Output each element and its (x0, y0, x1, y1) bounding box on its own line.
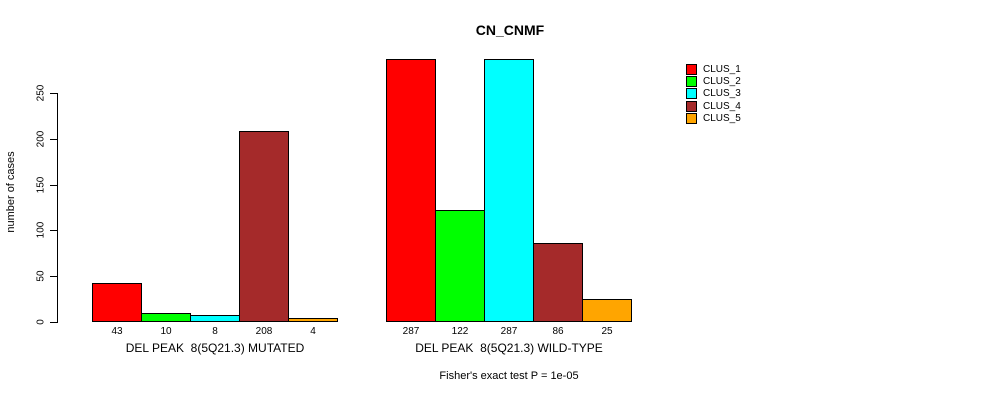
y-axis-tick-label: 0 (35, 319, 47, 325)
y-axis-tick-label: 250 (35, 84, 47, 102)
x-group-label-mutated: DEL PEAK 8(5Q21.3) MUTATED (125, 341, 305, 355)
bar-value-label: 208 (255, 326, 273, 337)
bar-value-label: 86 (552, 326, 564, 337)
x-group-label-wildtype: DEL PEAK 8(5Q21.3) WILD-TYPE (415, 341, 603, 355)
bar-value-label: 25 (601, 326, 613, 337)
legend-label: CLUS_3 (703, 88, 741, 99)
bar-clus_5-group1 (288, 318, 338, 322)
legend-swatch (686, 88, 697, 99)
bar-value-label: 287 (500, 326, 518, 337)
legend-swatch (686, 64, 697, 75)
legend-swatch (686, 101, 697, 112)
legend-label: CLUS_5 (703, 113, 741, 124)
bar-clus_4-group1 (239, 131, 289, 322)
bar-value-label: 8 (212, 326, 218, 337)
bar-clus_3-group2 (484, 59, 534, 322)
chart-title: CN_CNMF (475, 22, 545, 38)
legend-label: CLUS_4 (703, 101, 741, 112)
y-axis-tick (50, 93, 57, 94)
bar-value-label: 287 (402, 326, 420, 337)
bar-value-label: 43 (111, 326, 123, 337)
y-axis-tick-label: 100 (35, 221, 47, 239)
legend-swatch (686, 76, 697, 87)
fisher-test-annotation: Fisher's exact test P = 1e-05 (439, 370, 579, 382)
y-axis-tick (50, 230, 57, 231)
bar-clus_3-group1 (190, 315, 240, 322)
y-axis-tick (50, 322, 57, 323)
y-axis-tick-label: 50 (35, 270, 47, 282)
bar-clus_1-group1 (92, 283, 142, 322)
y-axis-tick-label: 150 (35, 176, 47, 194)
bar-value-label: 10 (160, 326, 172, 337)
legend-label: CLUS_2 (703, 76, 741, 87)
legend-label: CLUS_1 (703, 64, 741, 75)
legend-swatch (686, 113, 697, 124)
y-axis-tick (50, 185, 57, 186)
y-axis-label: number of cases (5, 151, 17, 233)
y-axis-tick-label: 200 (35, 130, 47, 148)
y-axis-tick (50, 276, 57, 277)
bar-clus_5-group2 (582, 299, 632, 322)
y-axis-tick (50, 139, 57, 140)
bar-value-label: 4 (310, 326, 316, 337)
bar-clus_4-group2 (533, 243, 583, 322)
y-axis-line (57, 93, 58, 323)
bar-value-label: 122 (451, 326, 469, 337)
bar-clus_2-group1 (141, 313, 191, 322)
bar-clus_2-group2 (435, 210, 485, 322)
bar-clus_1-group2 (386, 59, 436, 322)
